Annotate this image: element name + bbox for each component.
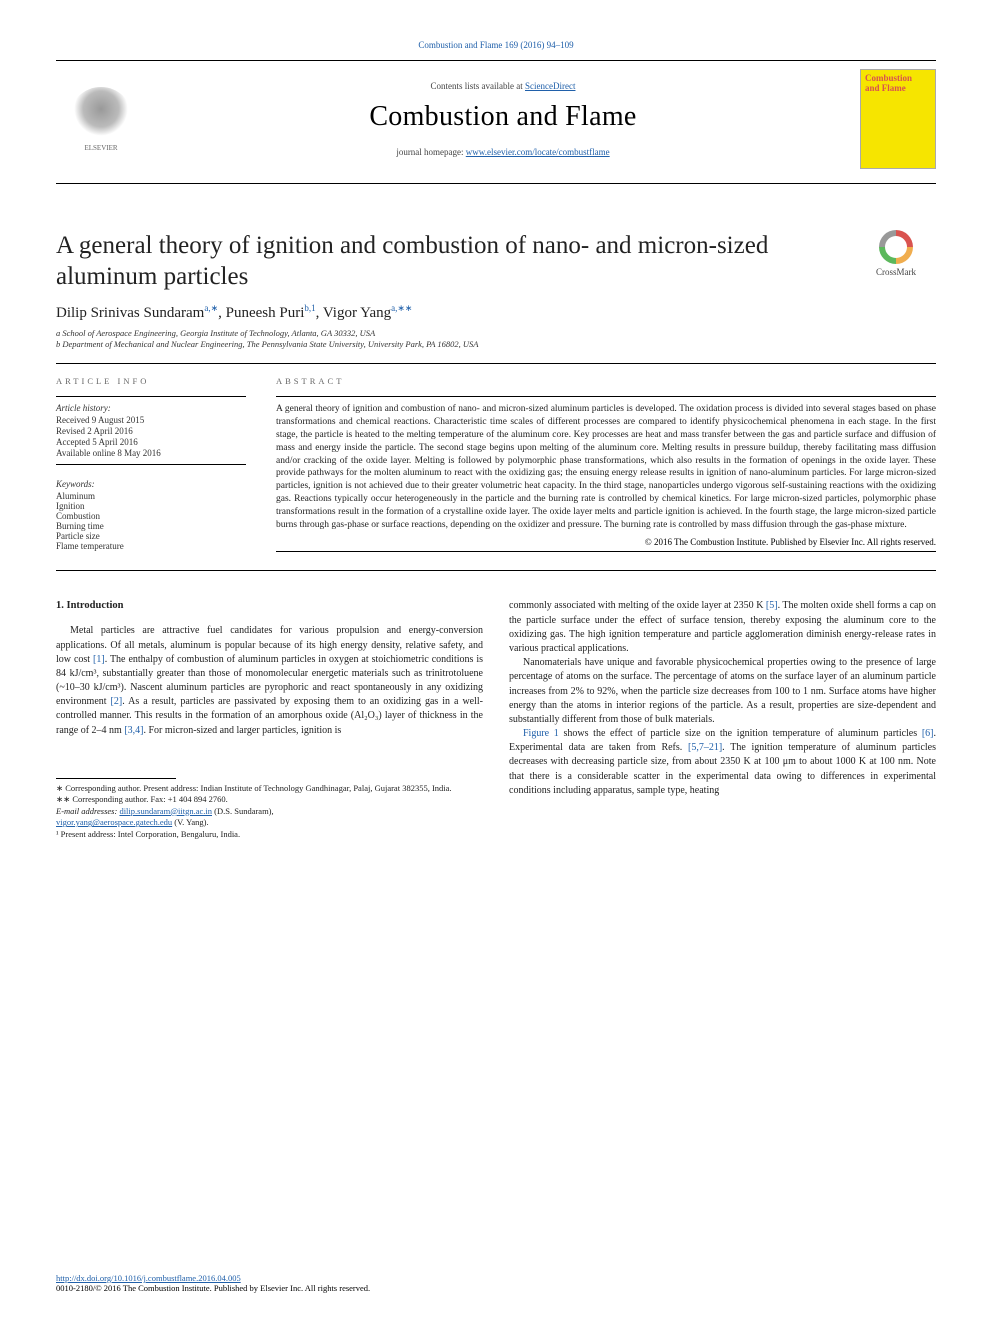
rule [56,570,936,571]
issn-line: 0010-2180/© 2016 The Combustion Institut… [56,1283,370,1293]
footnotes: ∗ Corresponding author. Present address:… [56,778,483,840]
ref-5721-link[interactable]: [5,7–21] [688,742,722,753]
cover-line2: and Flame [865,83,906,93]
kw-4: Particle size [56,531,246,541]
kw-2: Combustion [56,511,246,521]
body-col-left: 1. Introduction Metal particles are attr… [56,599,483,840]
rule [56,363,936,364]
homepage-line: journal homepage: www.elsevier.com/locat… [156,147,850,157]
hist-2: Accepted 5 April 2016 [56,437,246,447]
doi-block: http://dx.doi.org/10.1016/j.combustflame… [56,1273,370,1293]
author-1-sup: a,∗ [204,303,218,313]
ref-6-link[interactable]: [6] [922,728,934,739]
elsevier-name: ELSEVIER [84,144,117,152]
footnote-2: ∗∗ Corresponding author. Fax: +1 404 894… [56,794,483,805]
affiliations: a School of Aerospace Engineering, Georg… [56,328,936,352]
history-head: Article history: [56,403,246,413]
contents-line: Contents lists available at ScienceDirec… [156,81,850,91]
ref-5-link[interactable]: [5] [766,600,778,611]
intro-heading: 1. Introduction [56,599,483,614]
email-2-link[interactable]: vigor.yang@aerospace.gatech.edu [56,817,172,827]
abstract-copyright: © 2016 The Combustion Institute. Publish… [276,537,936,547]
author-3-sup: a,∗∗ [391,303,412,313]
kw-0: Aluminum [56,491,246,501]
ref-2-link[interactable]: [2] [111,696,123,707]
authors-line: Dilip Srinivas Sundarama,∗, Puneesh Puri… [56,303,936,322]
sciencedirect-link[interactable]: ScienceDirect [525,81,575,91]
footnote-1: ∗ Corresponding author. Present address:… [56,783,483,794]
email-1-link[interactable]: dilip.sundaram@iitgn.ac.in [119,806,212,816]
abstract-text: A general theory of ignition and combust… [276,403,936,531]
contents-prefix: Contents lists available at [431,81,525,91]
keywords-head: Keywords: [56,479,246,489]
kw-1: Ignition [56,501,246,511]
journal-title: Combustion and Flame [156,101,850,133]
homepage-link[interactable]: www.elsevier.com/locate/combustflame [466,147,610,157]
homepage-prefix: journal homepage: [396,147,465,157]
footnote-emails: E-mail addresses: dilip.sundaram@iitgn.a… [56,806,483,829]
hist-1: Revised 2 April 2016 [56,426,246,436]
author-2: , Puneesh Puri [218,305,304,321]
author-3: , Vigor Yang [316,305,392,321]
hist-3: Available online 8 May 2016 [56,448,246,458]
article-title: A general theory of ignition and combust… [56,230,786,293]
header-mid: Contents lists available at ScienceDirec… [146,81,860,157]
t: (V. Yang). [172,817,208,827]
crossmark-label: CrossMark [876,267,916,277]
t: . For micron-sized and larger particles,… [144,725,342,736]
hist-0: Received 9 August 2015 [56,415,246,425]
header-row: ELSEVIER Contents lists available at Sci… [56,61,936,177]
author-1: Dilip Srinivas Sundaram [56,305,204,321]
journal-cover-thumb: Combustion and Flame [860,69,936,169]
intro-p1: Metal particles are attractive fuel cand… [56,624,483,738]
kw-5: Flame temperature [56,541,246,551]
rule [56,183,936,184]
footnote-3: ¹ Present address: Intel Corporation, Be… [56,829,483,840]
elsevier-logo: ELSEVIER [56,74,146,164]
t: (D.S. Sundaram), [212,806,274,816]
t: E-mail addresses: [56,806,119,816]
author-2-sup: b,1 [304,303,315,313]
journal-reference: Combustion and Flame 169 (2016) 94–109 [56,40,936,50]
affil-b: b Department of Mechanical and Nuclear E… [56,339,936,351]
ref-34-link[interactable]: [3,4] [124,725,143,736]
body-p3: Nanomaterials have unique and favorable … [509,656,936,727]
elsevier-tree-icon [71,87,131,142]
figure-1-link[interactable]: Figure 1 [523,728,559,739]
article-info-head: ARTICLE INFO [56,376,246,386]
crossmark-badge[interactable]: CrossMark [856,230,936,277]
crossmark-icon [879,230,913,264]
t: commonly associated with melting of the … [509,600,766,611]
affil-a: a School of Aerospace Engineering, Georg… [56,328,936,340]
kw-3: Burning time [56,521,246,531]
body-col-right: commonly associated with melting of the … [509,599,936,840]
t: shows the effect of particle size on the… [559,728,922,739]
abstract-col: ABSTRACT A general theory of ignition an… [276,376,936,558]
cover-line1: Combustion [865,73,912,83]
doi-link[interactable]: http://dx.doi.org/10.1016/j.combustflame… [56,1273,241,1283]
body-p4: Figure 1 shows the effect of particle si… [509,727,936,798]
body-p2: commonly associated with melting of the … [509,599,936,656]
article-info-col: ARTICLE INFO Article history: Received 9… [56,376,246,558]
ref-1-link[interactable]: [1] [93,654,105,665]
abstract-head: ABSTRACT [276,376,936,386]
